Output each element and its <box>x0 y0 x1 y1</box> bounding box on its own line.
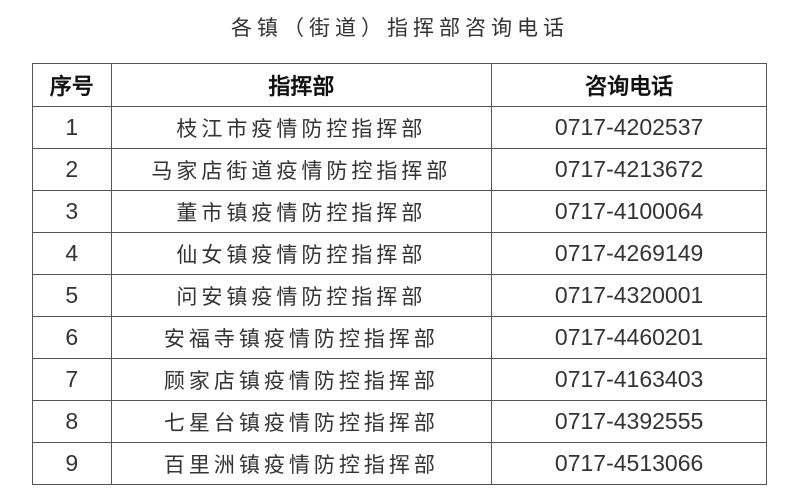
phone-number: 0717-4100064 <box>491 190 767 233</box>
phone-number: 0717-4392555 <box>491 400 767 443</box>
command-name: 安福寺镇疫情防控指挥部 <box>110 316 493 359</box>
table-row: 4 仙女镇疫情防控指挥部 0717-4269149 <box>32 232 767 275</box>
phone-number: 0717-4269149 <box>491 232 767 275</box>
row-number: 6 <box>32 316 112 359</box>
command-name: 枝江市疫情防控指挥部 <box>110 106 493 149</box>
header-no: 序号 <box>32 63 112 107</box>
command-name: 仙女镇疫情防控指挥部 <box>110 232 493 275</box>
table-row: 9 百里洲镇疫情防控指挥部 0717-4513066 <box>32 442 767 485</box>
phone-number: 0717-4213672 <box>491 148 767 191</box>
table-row: 3 董市镇疫情防控指挥部 0717-4100064 <box>32 190 767 233</box>
row-number: 4 <box>32 232 112 275</box>
row-number: 8 <box>32 400 112 443</box>
contact-table: 序号 指挥部 咨询电话 1 枝江市疫情防控指挥部 0717-4202537 2 马家店街… <box>32 63 767 485</box>
table-row: 7 顾家店镇疫情防控指挥部 0717-4163403 <box>32 358 767 401</box>
command-name: 顾家店镇疫情防控指挥部 <box>110 358 493 401</box>
row-number: 1 <box>32 106 112 149</box>
row-number: 3 <box>32 190 112 233</box>
command-name: 七星台镇疫情防控指挥部 <box>110 400 493 443</box>
table-header-row: 序号 指挥部 咨询电话 <box>32 63 767 107</box>
command-name: 百里洲镇疫情防控指挥部 <box>110 442 493 485</box>
header-phone: 咨询电话 <box>491 63 767 107</box>
row-number: 7 <box>32 358 112 401</box>
table-row: 6 安福寺镇疫情防控指挥部 0717-4460201 <box>32 316 767 359</box>
header-command: 指挥部 <box>110 63 493 107</box>
phone-number: 0717-4320001 <box>491 274 767 317</box>
command-name: 马家店街道疫情防控指挥部 <box>110 148 493 191</box>
table-row: 1 枝江市疫情防控指挥部 0717-4202537 <box>32 106 767 149</box>
table-row: 2 马家店街道疫情防控指挥部 0717-4213672 <box>32 148 767 191</box>
page-title: 各镇（街道）指挥部咨询电话 <box>231 16 569 40</box>
phone-number: 0717-4163403 <box>491 358 767 401</box>
row-number: 9 <box>32 442 112 485</box>
table-row: 5 问安镇疫情防控指挥部 0717-4320001 <box>32 274 767 317</box>
phone-number: 0717-4202537 <box>491 106 767 149</box>
phone-number: 0717-4460201 <box>491 316 767 359</box>
row-number: 5 <box>32 274 112 317</box>
row-number: 2 <box>32 148 112 191</box>
command-name: 问安镇疫情防控指挥部 <box>110 274 493 317</box>
phone-number: 0717-4513066 <box>491 442 767 485</box>
command-name: 董市镇疫情防控指挥部 <box>110 190 493 233</box>
table-row: 8 七星台镇疫情防控指挥部 0717-4392555 <box>32 400 767 443</box>
